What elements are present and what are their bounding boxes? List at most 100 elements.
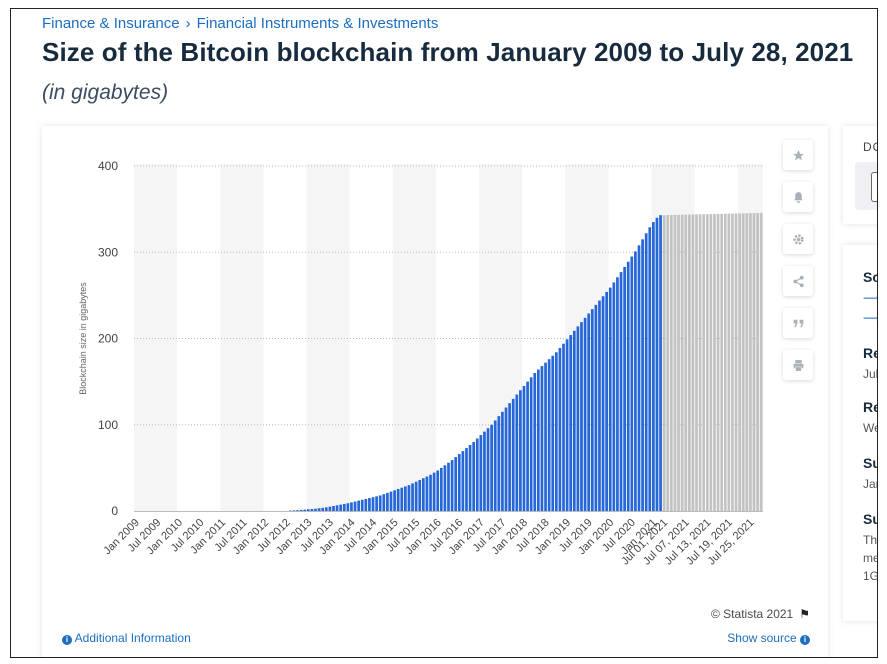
share-button[interactable] — [783, 266, 813, 296]
monthly-bar — [314, 508, 317, 511]
chart-band — [306, 164, 350, 511]
monthly-bar — [371, 497, 375, 511]
monthly-bar — [558, 347, 562, 511]
monthly-bar — [490, 424, 493, 511]
monthly-bar — [360, 499, 364, 511]
monthly-bar — [436, 470, 440, 511]
cite-button[interactable] — [783, 308, 813, 338]
arrow-right-icon[interactable]: ⟶ — [863, 311, 877, 325]
daily-bar — [677, 214, 680, 511]
monthly-bar — [551, 355, 555, 511]
y-tick-label: 0 — [111, 504, 118, 518]
daily-bar — [756, 212, 759, 512]
monthly-bar — [378, 495, 382, 511]
y-tick-label: 300 — [98, 245, 118, 259]
monthly-bar — [515, 394, 519, 511]
monthly-bar — [486, 428, 490, 511]
copyright: © Statista 2021 ⚑ — [711, 607, 810, 621]
monthly-bar — [296, 510, 299, 511]
monthly-bar — [335, 505, 339, 511]
chart-band — [220, 164, 264, 511]
monthly-bar — [461, 451, 465, 511]
daily-bar — [669, 214, 673, 511]
share-icon — [792, 275, 804, 287]
monthly-bar — [468, 445, 472, 511]
monthly-bar — [612, 282, 616, 511]
daily-bar — [673, 214, 677, 511]
monthly-bar — [350, 502, 353, 511]
daily-bar — [734, 213, 738, 511]
monthly-bar — [368, 498, 371, 511]
supplementary-notes-line-3: 1G — [863, 569, 878, 583]
daily-bar — [741, 213, 745, 511]
additional-information-link[interactable]: i Additional Information — [62, 631, 191, 645]
monthly-bar — [382, 494, 386, 511]
monthly-bar — [594, 304, 598, 511]
release-date-value: Jul — [863, 367, 878, 381]
monthly-bar — [324, 507, 328, 511]
y-tick-label: 100 — [98, 418, 118, 432]
monthly-bar — [303, 509, 307, 511]
daily-bar — [695, 214, 698, 511]
monthly-bar — [364, 498, 368, 511]
settings-button[interactable] — [783, 224, 813, 254]
monthly-bar — [648, 227, 652, 512]
breadcrumb-item-financial-instruments[interactable]: Financial Instruments & Investments — [196, 15, 439, 32]
monthly-bar — [332, 505, 335, 511]
monthly-bar — [497, 416, 501, 511]
monthly-bar — [616, 277, 619, 511]
download-button[interactable] — [855, 162, 877, 210]
browser-frame: Finance & Insurance › Financial Instrument… — [10, 8, 878, 658]
flag-icon[interactable]: ⚑ — [799, 607, 810, 621]
daily-bar — [738, 213, 741, 511]
monthly-bar — [443, 465, 447, 511]
info-icon: i — [800, 635, 810, 645]
daily-bar — [662, 215, 666, 511]
page-subtitle: (in gigabytes) — [42, 81, 169, 104]
show-source-link[interactable]: Show source i — [727, 631, 810, 645]
daily-bar — [687, 214, 691, 511]
daily-bar — [698, 214, 702, 512]
monthly-bar — [511, 398, 515, 511]
region-value: We — [863, 421, 877, 435]
monthly-bar — [619, 272, 623, 511]
daily-bar — [713, 213, 716, 511]
monthly-bar — [576, 326, 580, 511]
monthly-bar — [425, 476, 429, 511]
monthly-bar — [529, 377, 533, 511]
monthly-bar — [504, 407, 508, 511]
monthly-bar — [562, 343, 565, 511]
breadcrumb-item-finance[interactable]: Finance & Insurance — [42, 15, 180, 32]
chart-band — [134, 164, 178, 511]
monthly-bar — [292, 510, 296, 511]
monthly-bar — [569, 335, 573, 511]
monthly-bar — [421, 478, 425, 511]
print-icon — [793, 359, 803, 371]
monthly-bar — [598, 300, 601, 511]
chart-band — [392, 164, 436, 511]
monthly-bar — [659, 215, 662, 511]
monthly-bar — [375, 496, 378, 511]
monthly-bar — [386, 492, 389, 511]
download-panel: DO — [843, 126, 877, 224]
show-source-label: Show source — [727, 631, 797, 645]
info-icon: i — [62, 635, 72, 645]
bell-icon — [793, 191, 803, 203]
notification-button[interactable] — [783, 182, 813, 212]
daily-bar — [716, 213, 720, 511]
monthly-bar — [400, 487, 404, 511]
monthly-bar — [407, 485, 411, 511]
monthly-bar — [547, 359, 551, 511]
favorite-button[interactable] — [783, 140, 813, 170]
breadcrumb-separator: › — [185, 15, 191, 32]
print-button[interactable] — [783, 350, 813, 380]
survey-time-value: Jan — [863, 477, 877, 491]
monthly-bar — [590, 309, 594, 511]
bitcoin-blockchain-chart: 0 100 200 300 400 Blockchain size in gigabyte… — [78, 159, 763, 568]
monthly-bar — [342, 503, 346, 511]
arrow-right-icon[interactable]: ⟶ — [863, 291, 877, 305]
monthly-bar — [454, 457, 458, 511]
monthly-bar — [411, 483, 414, 511]
page-title: Size of the Bitcoin blockchain from Janu… — [42, 37, 854, 67]
monthly-bar — [652, 222, 655, 511]
